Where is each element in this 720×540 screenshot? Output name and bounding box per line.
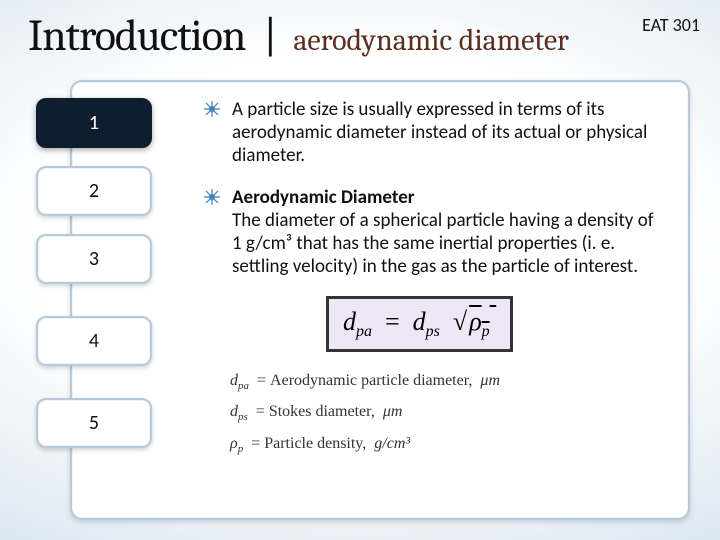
nav-item-1[interactable]: 1 — [36, 98, 152, 148]
formula-box: dpa = dps √ρp — [326, 296, 513, 352]
legend-sym: d — [230, 372, 238, 389]
legend-unit: μm — [480, 372, 500, 389]
formula-rhs-sub: ps — [426, 323, 440, 340]
slide: Introduction | aerodynamic diameter EAT … — [0, 0, 720, 540]
title-separator: | — [263, 10, 277, 61]
starburst-icon — [204, 101, 220, 117]
bullet-2: Aerodynamic Diameter The diameter of a s… — [204, 186, 666, 279]
content-inner: A particle size is usually expressed in … — [204, 98, 666, 460]
starburst-icon — [204, 189, 220, 205]
bullet-2-heading: Aerodynamic Diameter — [232, 186, 415, 209]
formula-row: dpa = dps √ρp — [314, 296, 666, 352]
title-main: Introduction — [28, 10, 245, 61]
formula-lhs-sub: pa — [356, 323, 372, 340]
course-code: EAT 301 — [642, 14, 700, 36]
formula-lhs-var: d — [343, 307, 356, 336]
legend-row: dps = Stokes diameter, μm — [230, 397, 666, 428]
bullet-2-body: The diameter of a spherical particle hav… — [232, 209, 654, 278]
legend-row: dpa = Aerodynamic particle diameter, μm — [230, 366, 666, 397]
nav-item-2[interactable]: 2 — [36, 166, 152, 216]
legend-unit: g/cm³ — [374, 435, 410, 452]
legend-sub: ps — [238, 412, 248, 424]
nav-item-5[interactable]: 5 — [36, 398, 152, 448]
legend-desc: Stokes diameter, — [269, 403, 375, 420]
bullet-1-text: A particle size is usually expressed in … — [232, 98, 666, 168]
legend-unit: μm — [383, 403, 403, 420]
nav-item-4[interactable]: 4 — [36, 316, 152, 366]
bullet-1: A particle size is usually expressed in … — [204, 98, 666, 168]
bullet-2-text: Aerodynamic Diameter The diameter of a s… — [232, 186, 666, 279]
legend-desc: Particle density, — [264, 435, 366, 452]
formula-rhs-var: d — [413, 307, 426, 336]
formula-legend: dpa = Aerodynamic particle diameter, μm … — [230, 366, 666, 459]
legend-sub: p — [238, 443, 244, 455]
title-sub: aerodynamic diameter — [289, 23, 569, 58]
legend-sub: pa — [238, 381, 249, 393]
content-panel: A particle size is usually expressed in … — [70, 80, 690, 520]
nav-item-3[interactable]: 3 — [36, 234, 152, 284]
formula-root-var: ρ — [469, 307, 481, 336]
slide-header: Introduction | aerodynamic diameter — [28, 10, 620, 61]
legend-row: ρp = Particle density, g/cm³ — [230, 429, 666, 460]
legend-desc: Aerodynamic particle diameter, — [270, 372, 472, 389]
legend-sym: ρ — [230, 435, 238, 452]
formula-root-sub: p — [482, 323, 490, 340]
legend-sym: d — [230, 403, 238, 420]
